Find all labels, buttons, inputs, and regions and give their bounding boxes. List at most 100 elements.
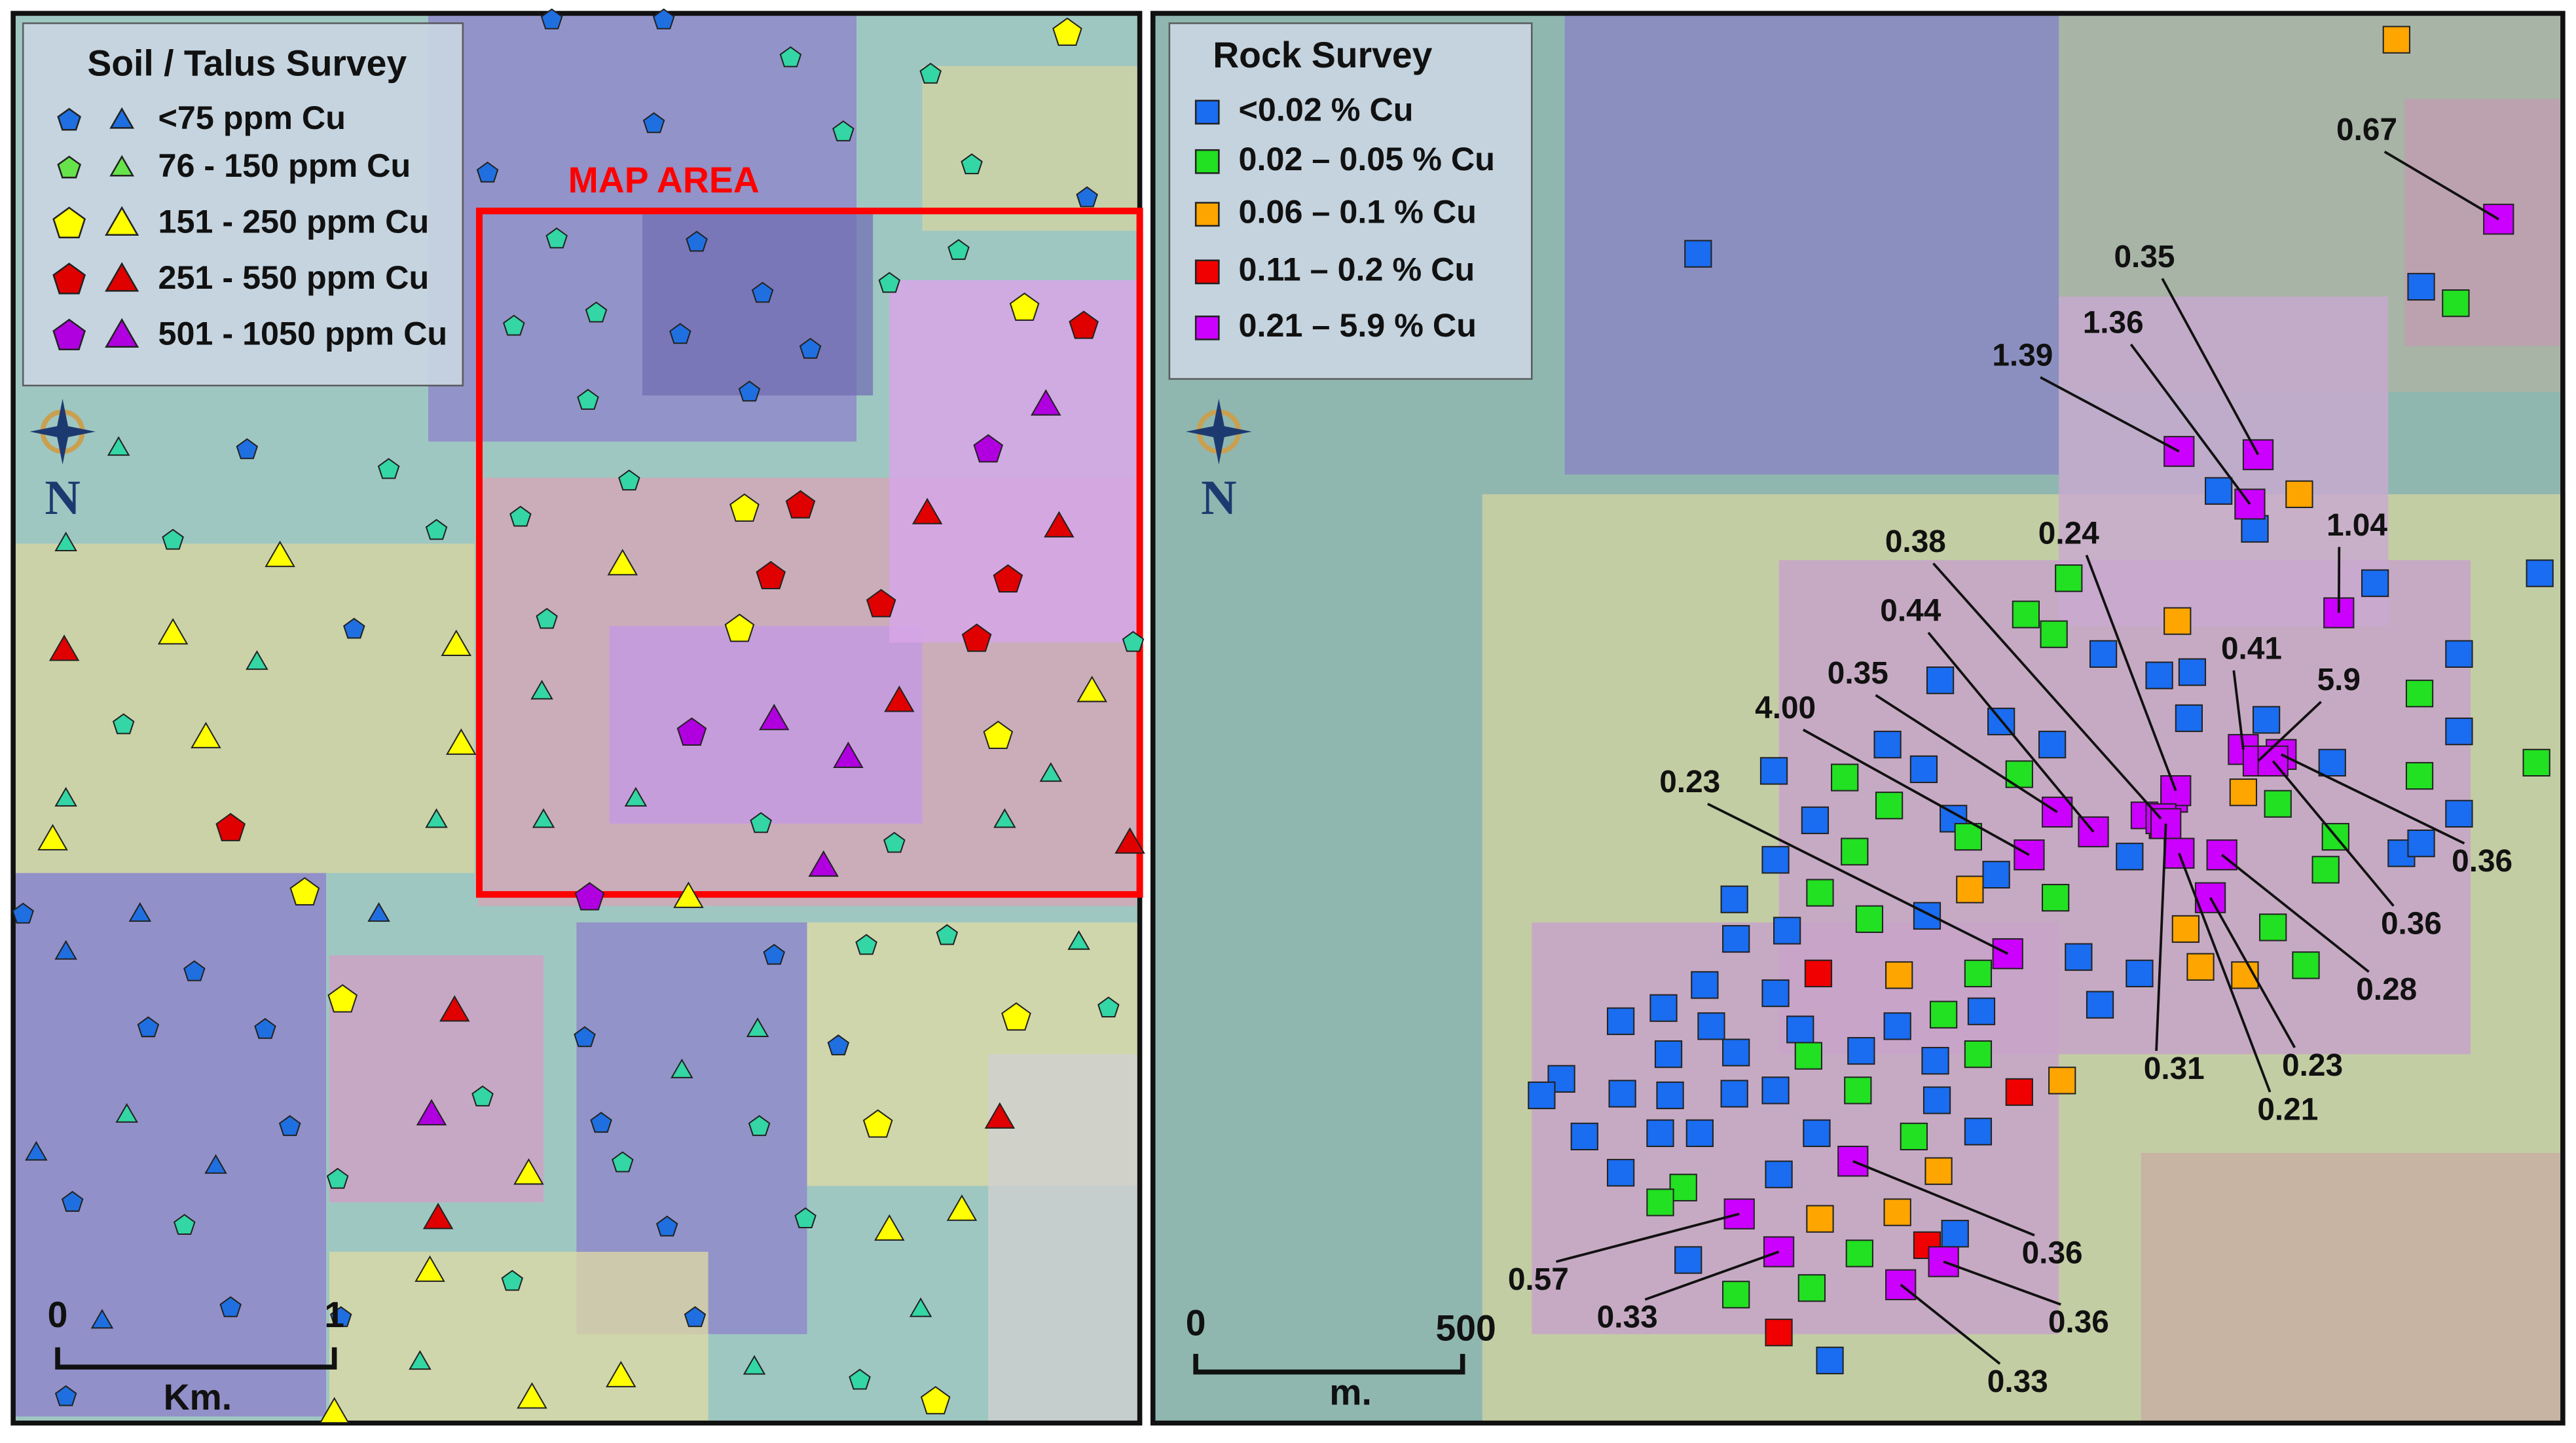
soil-sample: [983, 720, 1014, 750]
legend-label: 0.11 – 0.2 % Cu: [1239, 251, 1475, 288]
soil-sample: [191, 722, 221, 748]
soil-sample: [137, 1016, 160, 1038]
legend-pentagon: [57, 107, 81, 131]
rock-sample: [1646, 1188, 1674, 1216]
legend-triangle: [105, 318, 139, 348]
soil-sample: [1044, 511, 1075, 538]
soil-sample: [750, 812, 772, 833]
leader-line: [2280, 753, 2465, 845]
rock-sample: [2005, 1078, 2033, 1106]
soil-sample: [984, 1102, 1016, 1129]
rock-sample: [1797, 1274, 1826, 1302]
markers: [12, 8, 2554, 1424]
rock-sample: [1649, 994, 1678, 1022]
rock-sample: [1606, 1159, 1635, 1187]
sample-label: 1.39: [1992, 338, 2053, 373]
leader-line: [2161, 278, 2260, 456]
rock-sample: [2145, 661, 2173, 689]
rock-sample: [1844, 1076, 1872, 1105]
rock-sample: [1765, 1160, 1793, 1188]
rock-sample: [2407, 830, 2435, 858]
soil-sample: [743, 1355, 766, 1375]
leader-line: [2257, 701, 2322, 762]
sample-label: 0.35: [2114, 240, 2175, 274]
soil-sample: [183, 960, 206, 981]
rock-sample: [1909, 755, 1938, 784]
legend-square: [1194, 259, 1220, 285]
soil-sample: [961, 623, 992, 652]
leader-line: [2178, 852, 2272, 1093]
rock-sample: [2205, 477, 2233, 505]
soil-sample: [545, 227, 568, 249]
rock-sample: [2055, 564, 2083, 593]
legend-square: [1194, 149, 1220, 174]
soil-sample: [866, 589, 896, 617]
soil-sample: [855, 934, 877, 955]
soil-sample: [540, 8, 563, 29]
soil-sample: [61, 1190, 84, 1212]
rock-sample: [2405, 761, 2434, 790]
rock-sample: [1900, 1122, 1928, 1150]
soil-sample: [948, 239, 970, 260]
rock-sample: [2065, 943, 2093, 971]
rock-sample: [1528, 1081, 1556, 1110]
rock-sample: [1847, 1036, 1875, 1065]
soil-sample: [612, 1151, 634, 1173]
soil-sample: [513, 1158, 544, 1185]
soil-sample: [961, 153, 983, 175]
soil-sample: [1030, 389, 1061, 416]
rock-sample: [2292, 951, 2320, 979]
rock-sample: [1928, 1246, 1959, 1277]
soil-sample: [574, 1026, 596, 1048]
scale-start: 0: [1186, 1303, 1206, 1343]
soil-sample: [1039, 762, 1063, 782]
legend-label: <0.02 % Cu: [1239, 91, 1414, 128]
soil-sample: [441, 629, 471, 657]
legend-square: [1194, 315, 1220, 340]
leader-line: [1927, 631, 2095, 833]
soil-sample: [574, 882, 605, 911]
rock-sample: [1841, 837, 1869, 866]
soil-sample: [157, 618, 189, 645]
legend-square: [1194, 202, 1220, 227]
soil-sample: [878, 272, 901, 293]
rock-sample: [1761, 846, 1790, 874]
soil-sample: [758, 703, 790, 731]
legend-label: 501 - 1050 ppm Cu: [158, 315, 447, 352]
rock-sample: [1875, 792, 1904, 820]
leader-line: [1900, 1283, 2001, 1365]
rock-sample: [1654, 1040, 1683, 1069]
rock-sample: [1720, 1080, 1748, 1108]
soil-sample: [669, 323, 691, 344]
legend-pentagon: [52, 206, 86, 238]
soil-sample: [919, 62, 942, 84]
soil-sample: [416, 1099, 447, 1125]
leader-line: [2337, 547, 2341, 613]
soil-sample: [833, 741, 864, 769]
rock-sample: [2445, 799, 2473, 828]
soil-sample: [862, 1109, 893, 1138]
rock-sample: [2311, 856, 2340, 884]
soil-sample: [476, 161, 499, 183]
soil-sample: [54, 786, 77, 807]
soil-sample: [503, 314, 525, 336]
rock-sample: [2318, 748, 2346, 777]
rock-sample: [1804, 959, 1833, 987]
sample-label: 0.44: [1880, 594, 1941, 629]
soil-sample: [652, 8, 675, 29]
legend-label: 0.06 – 0.1 % Cu: [1239, 193, 1477, 230]
soil-sample: [327, 984, 358, 1013]
leader-line: [2155, 823, 2167, 1051]
rock-sample: [2382, 26, 2410, 54]
legend-square: [1194, 100, 1220, 125]
rock-sample: [1956, 875, 1984, 904]
rock-sample: [2125, 959, 2154, 987]
sample-label: 1.04: [2327, 508, 2387, 543]
soil-sample: [278, 1115, 301, 1137]
rock-sample: [1855, 905, 1884, 933]
rock-sample: [2116, 843, 2144, 871]
sample-label: 0.57: [1508, 1262, 1569, 1297]
rock-sample: [1954, 822, 1982, 851]
soil-sample: [618, 469, 640, 491]
soil-sample: [112, 713, 135, 735]
